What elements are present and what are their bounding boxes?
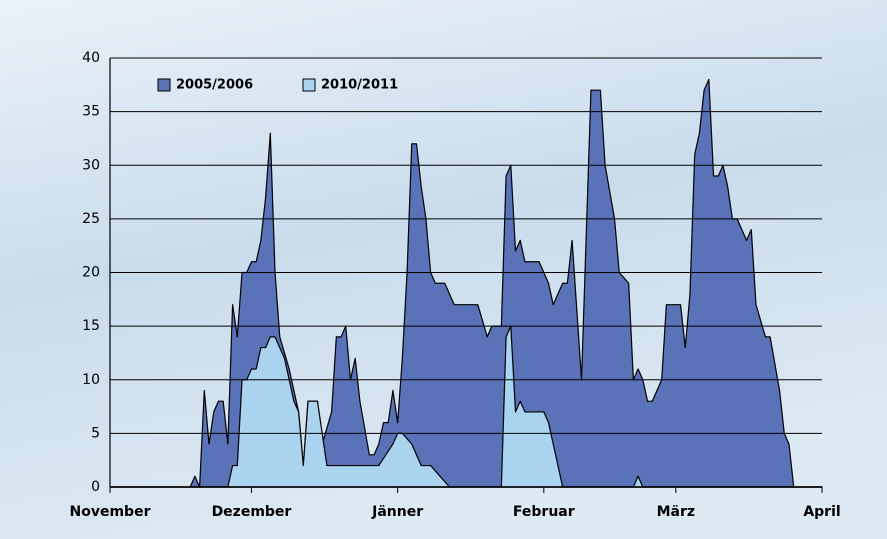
y-tick-label: 5: [91, 425, 100, 441]
y-tick-label: 25: [82, 211, 100, 227]
x-tick-label: November: [70, 504, 151, 520]
x-tick-label: April: [803, 504, 840, 520]
x-tick-label: März: [657, 504, 695, 520]
x-tick-label: Jänner: [371, 504, 423, 520]
x-tick-label: Februar: [513, 504, 575, 520]
legend-swatch: [302, 78, 316, 92]
y-tick-label: 40: [82, 50, 100, 66]
legend-label: 2010/2011: [321, 78, 398, 93]
y-tick-label: 15: [82, 318, 100, 334]
y-tick-label: 35: [82, 104, 100, 120]
y-tick-label: 20: [82, 265, 100, 281]
y-tick-label: 30: [82, 157, 100, 173]
legend-label: 2005/2006: [176, 78, 253, 93]
area: [109, 325, 823, 488]
y-tick-label: 0: [91, 479, 100, 495]
y-tick-label: 10: [82, 372, 100, 388]
legend-swatch: [157, 78, 171, 92]
x-tick-label: Dezember: [212, 504, 292, 520]
